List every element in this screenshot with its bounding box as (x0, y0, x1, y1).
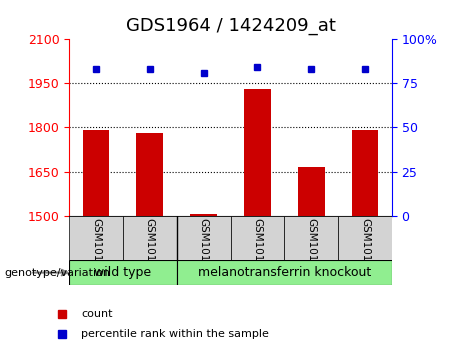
Text: GSM101416: GSM101416 (91, 218, 101, 281)
Bar (83, 130, 109, 216)
Bar (244, 89, 271, 216)
Text: melanotransferrin knockout: melanotransferrin knockout (198, 266, 371, 279)
Bar (298, 167, 325, 216)
FancyBboxPatch shape (284, 216, 338, 260)
FancyBboxPatch shape (177, 260, 392, 285)
FancyBboxPatch shape (123, 216, 177, 260)
FancyBboxPatch shape (230, 216, 284, 260)
Text: GSM101417: GSM101417 (145, 218, 155, 281)
Text: GSM101413: GSM101413 (252, 218, 262, 281)
Text: GSM101414: GSM101414 (306, 218, 316, 281)
Title: GDS1964 / 1424209_at: GDS1964 / 1424209_at (125, 17, 336, 35)
Text: count: count (81, 309, 113, 319)
Text: GSM101415: GSM101415 (360, 218, 370, 281)
FancyBboxPatch shape (177, 216, 230, 260)
FancyBboxPatch shape (338, 216, 392, 260)
Text: percentile rank within the sample: percentile rank within the sample (81, 329, 269, 339)
FancyBboxPatch shape (69, 216, 123, 260)
Text: GSM101412: GSM101412 (199, 218, 209, 281)
Bar (190, 215, 217, 216)
Bar (136, 133, 163, 216)
FancyBboxPatch shape (69, 260, 177, 285)
Bar (351, 130, 378, 216)
Text: genotype/variation: genotype/variation (5, 268, 111, 278)
Text: wild type: wild type (95, 266, 152, 279)
